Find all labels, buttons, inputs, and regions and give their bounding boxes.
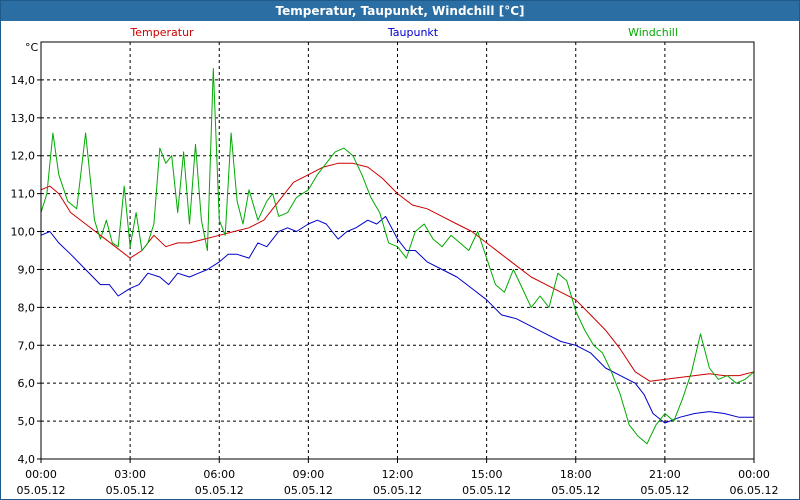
axis-layer: 4,0 5,0 6,0 7,0 8,0 9,0 10,0 11,0 12,0 13,0 14,0 °C…	[11, 41, 779, 497]
x-tick-date: 05.05.12	[106, 484, 155, 497]
y-tick-label: 7,0	[18, 339, 36, 352]
y-tick-label: 13,0	[11, 112, 36, 125]
x-tick-time: 00:00	[25, 468, 57, 481]
series-layer	[40, 68, 755, 445]
y-tick-label: 10,0	[11, 226, 36, 239]
y-tick-label: 6,0	[18, 377, 36, 390]
x-tick-date: 06.05.12	[730, 484, 779, 497]
x-tick-time: 15:00	[471, 468, 503, 481]
line-chart: 4,0 5,0 6,0 7,0 8,0 9,0 10,0 11,0 12,0 13,0 14,0 °C…	[11, 26, 779, 497]
x-tick-date: 05.05.12	[17, 484, 66, 497]
y-tick-label: 9,0	[18, 263, 36, 276]
y-tick-label: 14,0	[11, 74, 36, 87]
x-tick-date: 05.05.12	[551, 484, 600, 497]
legend-item-temperatur: Temperatur	[129, 26, 194, 39]
y-tick-label: 12,0	[11, 150, 36, 163]
x-tick-time: 21:00	[649, 468, 681, 481]
legend: Temperatur Taupunkt Windchill	[129, 26, 678, 39]
y-tick-label: 8,0	[18, 301, 36, 314]
x-tick-time: 12:00	[382, 468, 414, 481]
series-line-windchill	[40, 68, 755, 445]
y-tick-label: 5,0	[18, 415, 36, 428]
y-tick-label: 11,0	[11, 188, 36, 201]
y-tick-label: 4,0	[18, 453, 36, 466]
y-axis-unit: °C	[25, 41, 39, 54]
x-tick-time: 00:00	[738, 468, 770, 481]
x-tick-time: 06:00	[203, 468, 235, 481]
x-tick-date: 05.05.12	[195, 484, 244, 497]
x-tick-date: 05.05.12	[462, 484, 511, 497]
window-title: Temperatur, Taupunkt, Windchill [°C]	[1, 1, 799, 21]
legend-item-windchill: Windchill	[628, 26, 678, 39]
x-tick-date: 05.05.12	[640, 484, 689, 497]
x-tick-date: 05.05.12	[373, 484, 422, 497]
x-tick-time: 09:00	[293, 468, 325, 481]
grid	[41, 42, 754, 459]
x-tick-time: 18:00	[560, 468, 592, 481]
series-line-taupunkt	[40, 215, 754, 424]
legend-item-taupunkt: Taupunkt	[387, 26, 439, 39]
x-tick-time: 03:00	[114, 468, 146, 481]
x-tick-date: 05.05.12	[284, 484, 333, 497]
